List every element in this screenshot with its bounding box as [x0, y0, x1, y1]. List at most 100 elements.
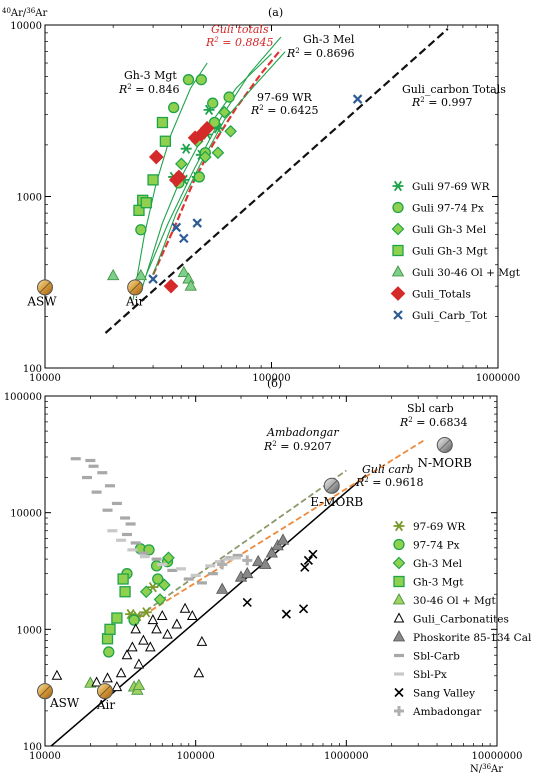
point-guli-carb-tot: [352, 94, 363, 104]
point-guli-gh-3-mel: [175, 157, 188, 171]
series-ambadongar: [217, 555, 253, 570]
point-guli-97-74-px: [223, 91, 235, 103]
point-guli-carbonatites: [102, 672, 113, 683]
legend-item-guli-gh-3-mgt: Guli Gh-3 Mgt: [392, 244, 488, 258]
fit-r2-guli-carbon: R2 = 0.997: [411, 96, 472, 109]
point-guli-gh-3-mgt: [140, 197, 152, 209]
legend-marker-guli-97-69-wr: [392, 180, 404, 192]
legend-item-ambadongar: Ambadongar: [394, 706, 482, 718]
point-97-74-px: [152, 573, 164, 585]
panel-b-xlabel: N/36Ar: [470, 763, 503, 775]
legend-marker-sbl-px: [394, 672, 404, 676]
legend-marker-sang-valley: [394, 687, 404, 698]
point-sbl-carb: [70, 457, 81, 461]
panel-b-fit-lines: [50, 439, 425, 746]
point-97-69-wr: [140, 607, 152, 618]
legend-item-97-69-wr: 97-69 WR: [393, 520, 466, 533]
point-97-74-px: [128, 614, 140, 626]
point-gh-3-mgt: [119, 586, 131, 598]
fit-line-gh-3-mel: [145, 36, 282, 275]
point-gh-3-mgt: [101, 633, 114, 645]
reference-air: [127, 279, 144, 296]
point-sbl-px: [205, 564, 216, 568]
point-sbl-carb: [104, 484, 115, 488]
point-guli-gh-3-mel: [198, 150, 212, 164]
point-guli-totals: [163, 278, 179, 294]
series-phoskorite-85-134-cal: [216, 533, 290, 594]
x-tick-label: 10000: [29, 751, 61, 762]
point-sbl-carb: [121, 532, 132, 537]
legend-item-guli-30-46-ol-mgt: Guli 30-46 Ol + Mgt: [391, 265, 521, 279]
point-sbl-carb: [97, 471, 108, 475]
reference-label-air: Air: [96, 698, 116, 712]
x-tick-label: 100000: [177, 751, 215, 762]
point-guli-carbonatites: [111, 680, 123, 692]
point-guli-carbonatites: [138, 634, 149, 645]
point-guli-gh-3-mel: [224, 124, 237, 138]
legend-marker-gh-3-mgt: [393, 575, 405, 588]
fit-r2-guli-carb: R2 = 0.9618: [355, 476, 423, 489]
point-sbl-carb: [207, 572, 218, 576]
fit-r2-sbl-carb: R2 = 0.6834: [399, 416, 467, 429]
legend-item-gh-3-mgt: Gh-3 Mgt: [393, 575, 464, 589]
legend-marker-guli-30-46-ol-mgt: [391, 265, 405, 277]
point-sbl-px: [107, 529, 118, 533]
legend-label-guli-carb-tot: Guli_Carb_Tot: [412, 310, 488, 322]
point-ambadongar: [217, 559, 228, 570]
y-tick-label: 10000: [10, 509, 42, 520]
point-gh-3-mgt: [117, 573, 129, 585]
legend-label-sang-valley: Sang Valley: [413, 688, 475, 700]
series-sang-valley: [242, 549, 318, 619]
legend-marker-guli-gh-3-mgt: [392, 244, 404, 257]
legend-label-guli-totals: Guli_Totals: [412, 289, 471, 301]
point-sbl-carb: [81, 475, 92, 480]
point-guli-totals: [199, 120, 215, 136]
point-sbl-px: [127, 548, 138, 552]
legend-marker-guli-carb-tot: [393, 310, 403, 320]
point-gh-3-mgt: [111, 612, 123, 624]
y-tick-label: 100: [23, 364, 42, 375]
reference-label-air: Air: [125, 294, 145, 308]
fit-line-ambadongar: [138, 469, 347, 617]
fit-r2-guli-totals: R2 = 0.8845: [205, 36, 273, 49]
point-sang-valley: [242, 597, 252, 608]
legend-label-guli-97-69-wr: Guli 97-69 WR: [412, 181, 491, 193]
point-guli-97-69-wr: [180, 143, 192, 154]
point-guli-carbonatites: [130, 623, 142, 634]
point-sbl-px: [230, 556, 241, 560]
point-sbl-carb: [151, 557, 162, 561]
legend-item-sbl-carb: Sbl-Carb: [394, 651, 460, 663]
legend-marker-30-46-ol-mgt: [392, 593, 406, 605]
point-guli-gh-3-mel: [218, 105, 231, 119]
point-gh-3-mel: [153, 593, 167, 606]
fit-line-guli-carb: [50, 474, 367, 746]
legend-marker-guli-totals: [390, 286, 406, 301]
point-phoskorite-85-134-cal: [241, 566, 254, 579]
point-sbl-px: [223, 557, 234, 561]
fit-r2-gh3-mel: R2 = 0.8696: [286, 47, 354, 60]
series-sbl-px: [107, 529, 241, 577]
fit-label-sbl-carb: Sbl carb: [407, 402, 454, 415]
y-tick-label: 100: [23, 742, 42, 753]
point-sbl-px: [139, 555, 150, 559]
point-guli-carbonatites: [121, 649, 133, 660]
y-tick-label: 1000: [17, 625, 42, 636]
point-guli-totals: [171, 169, 187, 185]
point-sbl-carb: [183, 577, 194, 581]
point-guli-carb-tot: [179, 233, 189, 244]
fit-line-gh-3-mgt: [132, 62, 208, 300]
legend-item-97-74-px: 97-74 Px: [393, 538, 460, 552]
legend-item-guli-carb-tot: Guli_Carb_Tot: [393, 310, 488, 322]
series-30-46-ol-mgt: [84, 676, 146, 695]
legend-label-guli-97-74-px: Guli 97-74 Px: [412, 203, 484, 215]
panel-b-frame: [44, 395, 498, 747]
point-sbl-carb: [130, 541, 141, 545]
point-guli-carbonatites: [115, 667, 127, 678]
legend-label-ambadongar: Ambadongar: [412, 706, 482, 718]
point-sbl-carb: [85, 458, 96, 463]
point-guli-carbonatites: [196, 635, 208, 646]
fit-line-97-69-wr-a: [142, 53, 272, 287]
series-gh-3-mgt: [101, 573, 131, 645]
point-guli-carbonatites: [51, 669, 63, 680]
point-guli-carbonatites: [151, 623, 162, 634]
